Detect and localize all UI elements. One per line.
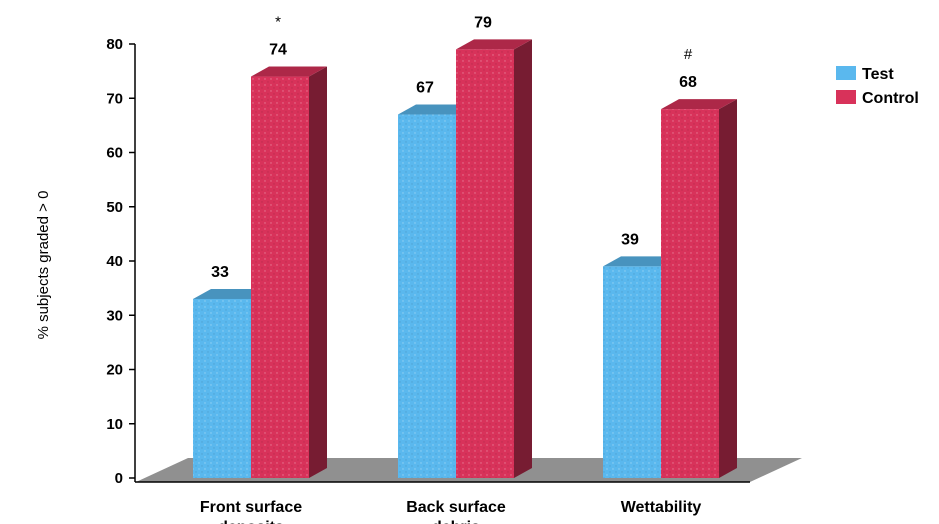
x-category-label: Wettability (621, 499, 702, 516)
y-tick-label: 0 (115, 470, 123, 487)
bar-value-label: 33 (211, 264, 229, 281)
y-tick-label: 10 (106, 416, 123, 433)
bar-value-label: 68 (679, 74, 697, 91)
legend-label-test: Test (862, 66, 894, 83)
legend-label-control: Control (862, 90, 919, 107)
bar-value-label: 39 (621, 231, 639, 248)
x-category-label: Back surface (406, 499, 506, 516)
bar-control (661, 99, 737, 478)
x-axis-labels: Front surface deposits Back surface debris W… (200, 499, 702, 524)
x-category-label: deposits (218, 519, 284, 524)
x-category-label: Front surface (200, 499, 302, 516)
bars: 33 74 67 79 39 68 * # (193, 14, 737, 479)
legend-swatch-control (836, 90, 856, 104)
bar-value-label: 74 (269, 42, 287, 59)
y-axis: 0 10 20 30 40 50 60 70 80 (106, 36, 750, 487)
significance-marker: # (684, 46, 693, 63)
y-tick-label: 20 (106, 362, 123, 379)
bar-value-label: 67 (416, 80, 434, 97)
y-tick-label: 60 (106, 145, 123, 162)
y-tick-label: 70 (106, 90, 123, 107)
significance-marker: * (275, 14, 281, 31)
legend: Test Control (836, 66, 919, 107)
bar-control (251, 66, 327, 479)
bar-test (603, 256, 679, 478)
legend-swatch-test (836, 66, 856, 80)
x-category-label: debris (432, 519, 480, 524)
y-axis-label: % subjects graded > 0 (35, 191, 52, 340)
bar-control (456, 39, 532, 479)
y-tick-label: 30 (106, 307, 123, 324)
y-tick-label: 50 (106, 199, 123, 216)
y-tick-label: 40 (106, 253, 123, 270)
y-tick-label: 80 (106, 36, 123, 53)
bar-value-label: 79 (474, 14, 492, 31)
